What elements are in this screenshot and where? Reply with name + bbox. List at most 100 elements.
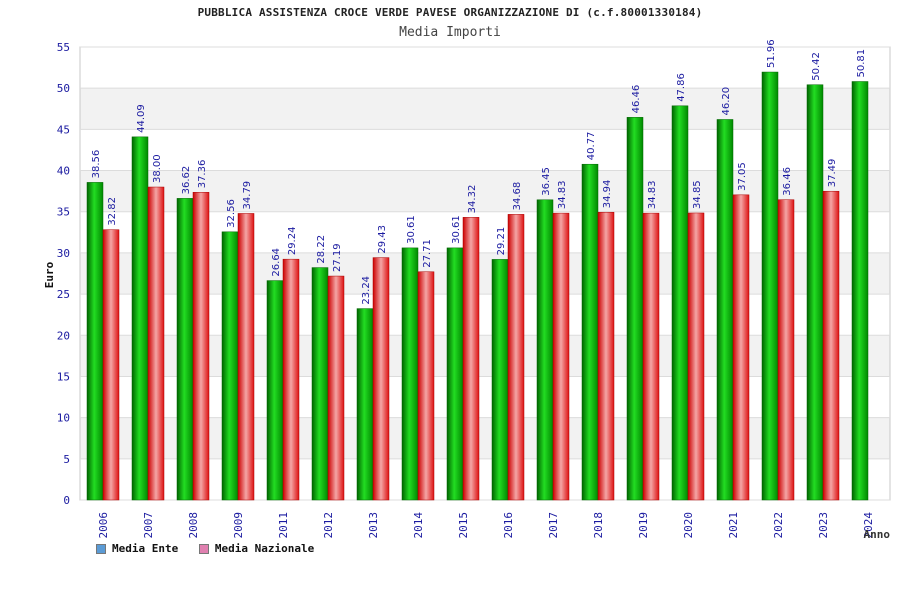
- bar-value-label: 36.62: [181, 166, 192, 195]
- y-tick-label: 0: [63, 494, 70, 507]
- bar-value-label: 34.79: [242, 181, 253, 210]
- x-tick-label: 2006: [97, 512, 110, 539]
- x-tick-label: 2013: [367, 512, 380, 539]
- y-tick-label: 25: [57, 288, 70, 301]
- y-tick-label: 10: [57, 412, 70, 425]
- bar-media-nazionale-2016: [507, 214, 525, 501]
- bar-media-ente-2007: [131, 136, 149, 501]
- bar-value-label: 28.22: [316, 235, 327, 264]
- y-axis-ticks: 0 5 10 15 20 25 30 35 40 45 50 55: [57, 41, 70, 507]
- bar-value-label: 40.77: [586, 132, 597, 161]
- bar-value-label: 30.61: [406, 215, 417, 244]
- grid-band: [80, 294, 890, 336]
- x-axis-label: Anno: [864, 528, 891, 541]
- bar-value-label: 34.83: [557, 180, 568, 209]
- bar-media-nazionale-2007: [147, 186, 165, 501]
- bar-media-ente-2012: [311, 267, 329, 501]
- bar-labels: 38.56 32.82 44.09 38.00 36.62 37.36 32.56 34.79…: [91, 39, 867, 304]
- x-tick-label: 2023: [817, 512, 830, 539]
- y-tick-label: 30: [57, 247, 70, 260]
- x-tick-label: 2024: [862, 512, 875, 539]
- bar-value-label: 51.96: [766, 39, 777, 68]
- bar-media-nazionale-2009: [237, 213, 255, 501]
- grid-band: [80, 335, 890, 377]
- x-tick-label: 2007: [142, 512, 155, 539]
- bar-value-label: 30.61: [451, 215, 462, 244]
- x-tick-label: 2017: [547, 512, 560, 539]
- grid-band: [80, 47, 890, 89]
- bar-value-label: 46.20: [721, 87, 732, 116]
- bar-value-label: 34.68: [512, 182, 523, 211]
- legend-label-media-nazionale: Media Nazionale: [214, 542, 315, 555]
- bar-media-ente-2011: [266, 280, 284, 501]
- bar-media-nazionale-2022: [777, 199, 795, 501]
- grid-band: [80, 170, 890, 212]
- bar-media-ente-2019: [626, 117, 644, 501]
- bar-value-label: 32.56: [226, 199, 237, 228]
- bar-value-label: 46.46: [631, 85, 642, 114]
- bar-media-nazionale-2023: [822, 190, 840, 501]
- x-tick-label: 2008: [187, 512, 200, 539]
- bar-value-label: 27.19: [332, 243, 343, 272]
- bar-media-ente-2024: [851, 81, 869, 501]
- x-tick-label: 2018: [592, 512, 605, 539]
- grid-lines: [79, 46, 891, 501]
- legend-item-media-ente: Media Ente: [96, 542, 178, 555]
- grid-band: [80, 211, 890, 253]
- bar-media-ente-2015: [446, 247, 464, 501]
- bar-media-ente-2006: [86, 182, 104, 501]
- y-tick-label: 20: [57, 329, 70, 342]
- bar-media-nazionale-2011: [282, 258, 300, 501]
- x-tick-label: 2015: [457, 512, 470, 539]
- bar-value-label: 32.82: [107, 197, 118, 226]
- bar-media-nazionale-2019: [642, 212, 660, 501]
- bar-media-ente-2017: [536, 199, 554, 501]
- x-axis-ticks: 2006 2007 2008 2009 2011 2012 2013 2014 2015 2016…: [97, 512, 875, 539]
- grid-band: [80, 88, 890, 130]
- y-tick-label: 55: [57, 41, 70, 54]
- bar-media-ente-2008: [176, 198, 194, 501]
- bar-media-nazionale-2014: [417, 271, 435, 501]
- y-tick-label: 40: [57, 165, 70, 178]
- bar-value-label: 34.85: [692, 180, 703, 209]
- legend-item-media-nazionale: Media Nazionale: [198, 542, 315, 555]
- bar-media-nazionale-2021: [732, 194, 750, 501]
- legend: Media Ente Media Nazionale: [96, 542, 328, 557]
- bar-value-label: 38.00: [152, 154, 163, 183]
- bar-media-ente-2013: [356, 308, 374, 501]
- bar-value-label: 26.64: [271, 248, 282, 277]
- grid-band: [80, 129, 890, 171]
- bar-media-ente-2022: [761, 71, 779, 501]
- bar-media-ente-2023: [806, 84, 824, 501]
- bar-value-label: 37.05: [737, 162, 748, 191]
- y-tick-label: 50: [57, 82, 70, 95]
- bar-media-nazionale-2015: [462, 217, 480, 501]
- bar-value-label: 47.86: [676, 73, 687, 102]
- bar-value-label: 29.43: [377, 225, 388, 254]
- x-tick-label: 2011: [277, 512, 290, 539]
- bar-value-label: 50.42: [811, 52, 822, 81]
- bar-value-label: 34.32: [467, 185, 478, 214]
- bar-media-ente-2020: [671, 105, 689, 501]
- chart-title: PUBBLICA ASSISTENZA CROCE VERDE PAVESE O…: [197, 6, 703, 19]
- bar-value-label: 36.46: [782, 167, 793, 196]
- grid-bands: [80, 47, 890, 500]
- bar-media-ente-2016: [491, 259, 509, 501]
- bar-value-label: 34.94: [602, 180, 613, 209]
- grid-band: [80, 252, 890, 295]
- x-tick-label: 2022: [772, 512, 785, 539]
- bar-media-ente-2014: [401, 247, 419, 501]
- x-tick-label: 2020: [682, 512, 695, 539]
- bar-media-ente-2021: [716, 119, 734, 501]
- bar-value-label: 36.45: [541, 167, 552, 196]
- bars: [86, 71, 869, 501]
- y-tick-label: 5: [63, 453, 70, 466]
- x-tick-label: 2019: [637, 512, 650, 539]
- bar-value-label: 37.36: [197, 160, 208, 189]
- x-tick-label: 2012: [322, 512, 335, 539]
- bar-media-nazionale-2017: [552, 212, 570, 501]
- bar-value-label: 34.83: [647, 180, 658, 209]
- bar-value-label: 50.81: [856, 49, 867, 78]
- bar-media-nazionale-2013: [372, 257, 390, 501]
- bar-media-nazionale-2008: [192, 192, 210, 501]
